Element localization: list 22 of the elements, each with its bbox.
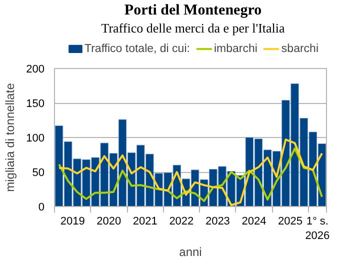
- x-tick-label: 2019: [60, 216, 85, 228]
- chart-subtitle: Traffico delle merci da e per l'Italia: [101, 20, 285, 36]
- chart-title: Porti del Montenegro: [124, 2, 262, 18]
- y-axis-title: migliaia di tonnellate: [3, 82, 18, 192]
- y-tick-label: 150: [26, 98, 45, 110]
- legend-label: sbarchi: [281, 42, 319, 54]
- line-series: [58, 148, 323, 202]
- x-tick-label: 2020: [96, 216, 122, 228]
- x-axis-title: anni: [179, 244, 202, 259]
- x-tick-label: 1° s. 2026: [305, 216, 330, 242]
- x-tick-label: 2023: [205, 216, 230, 228]
- y-tick-label: 50: [32, 167, 45, 179]
- y-tick-label: 200: [26, 64, 45, 76]
- y-tick-label: 0: [38, 202, 45, 214]
- legend-label: Traffico totale, di cui:: [84, 42, 190, 54]
- x-tick-label: 2021: [132, 216, 158, 228]
- x-tick-label: 2025: [278, 216, 302, 228]
- line-series: [58, 138, 323, 206]
- y-tick-label: 100: [26, 132, 45, 144]
- x-tick-label: 2024: [242, 216, 266, 228]
- x-tick-label: 2022: [169, 216, 194, 228]
- legend-label: imbarchi: [214, 42, 258, 54]
